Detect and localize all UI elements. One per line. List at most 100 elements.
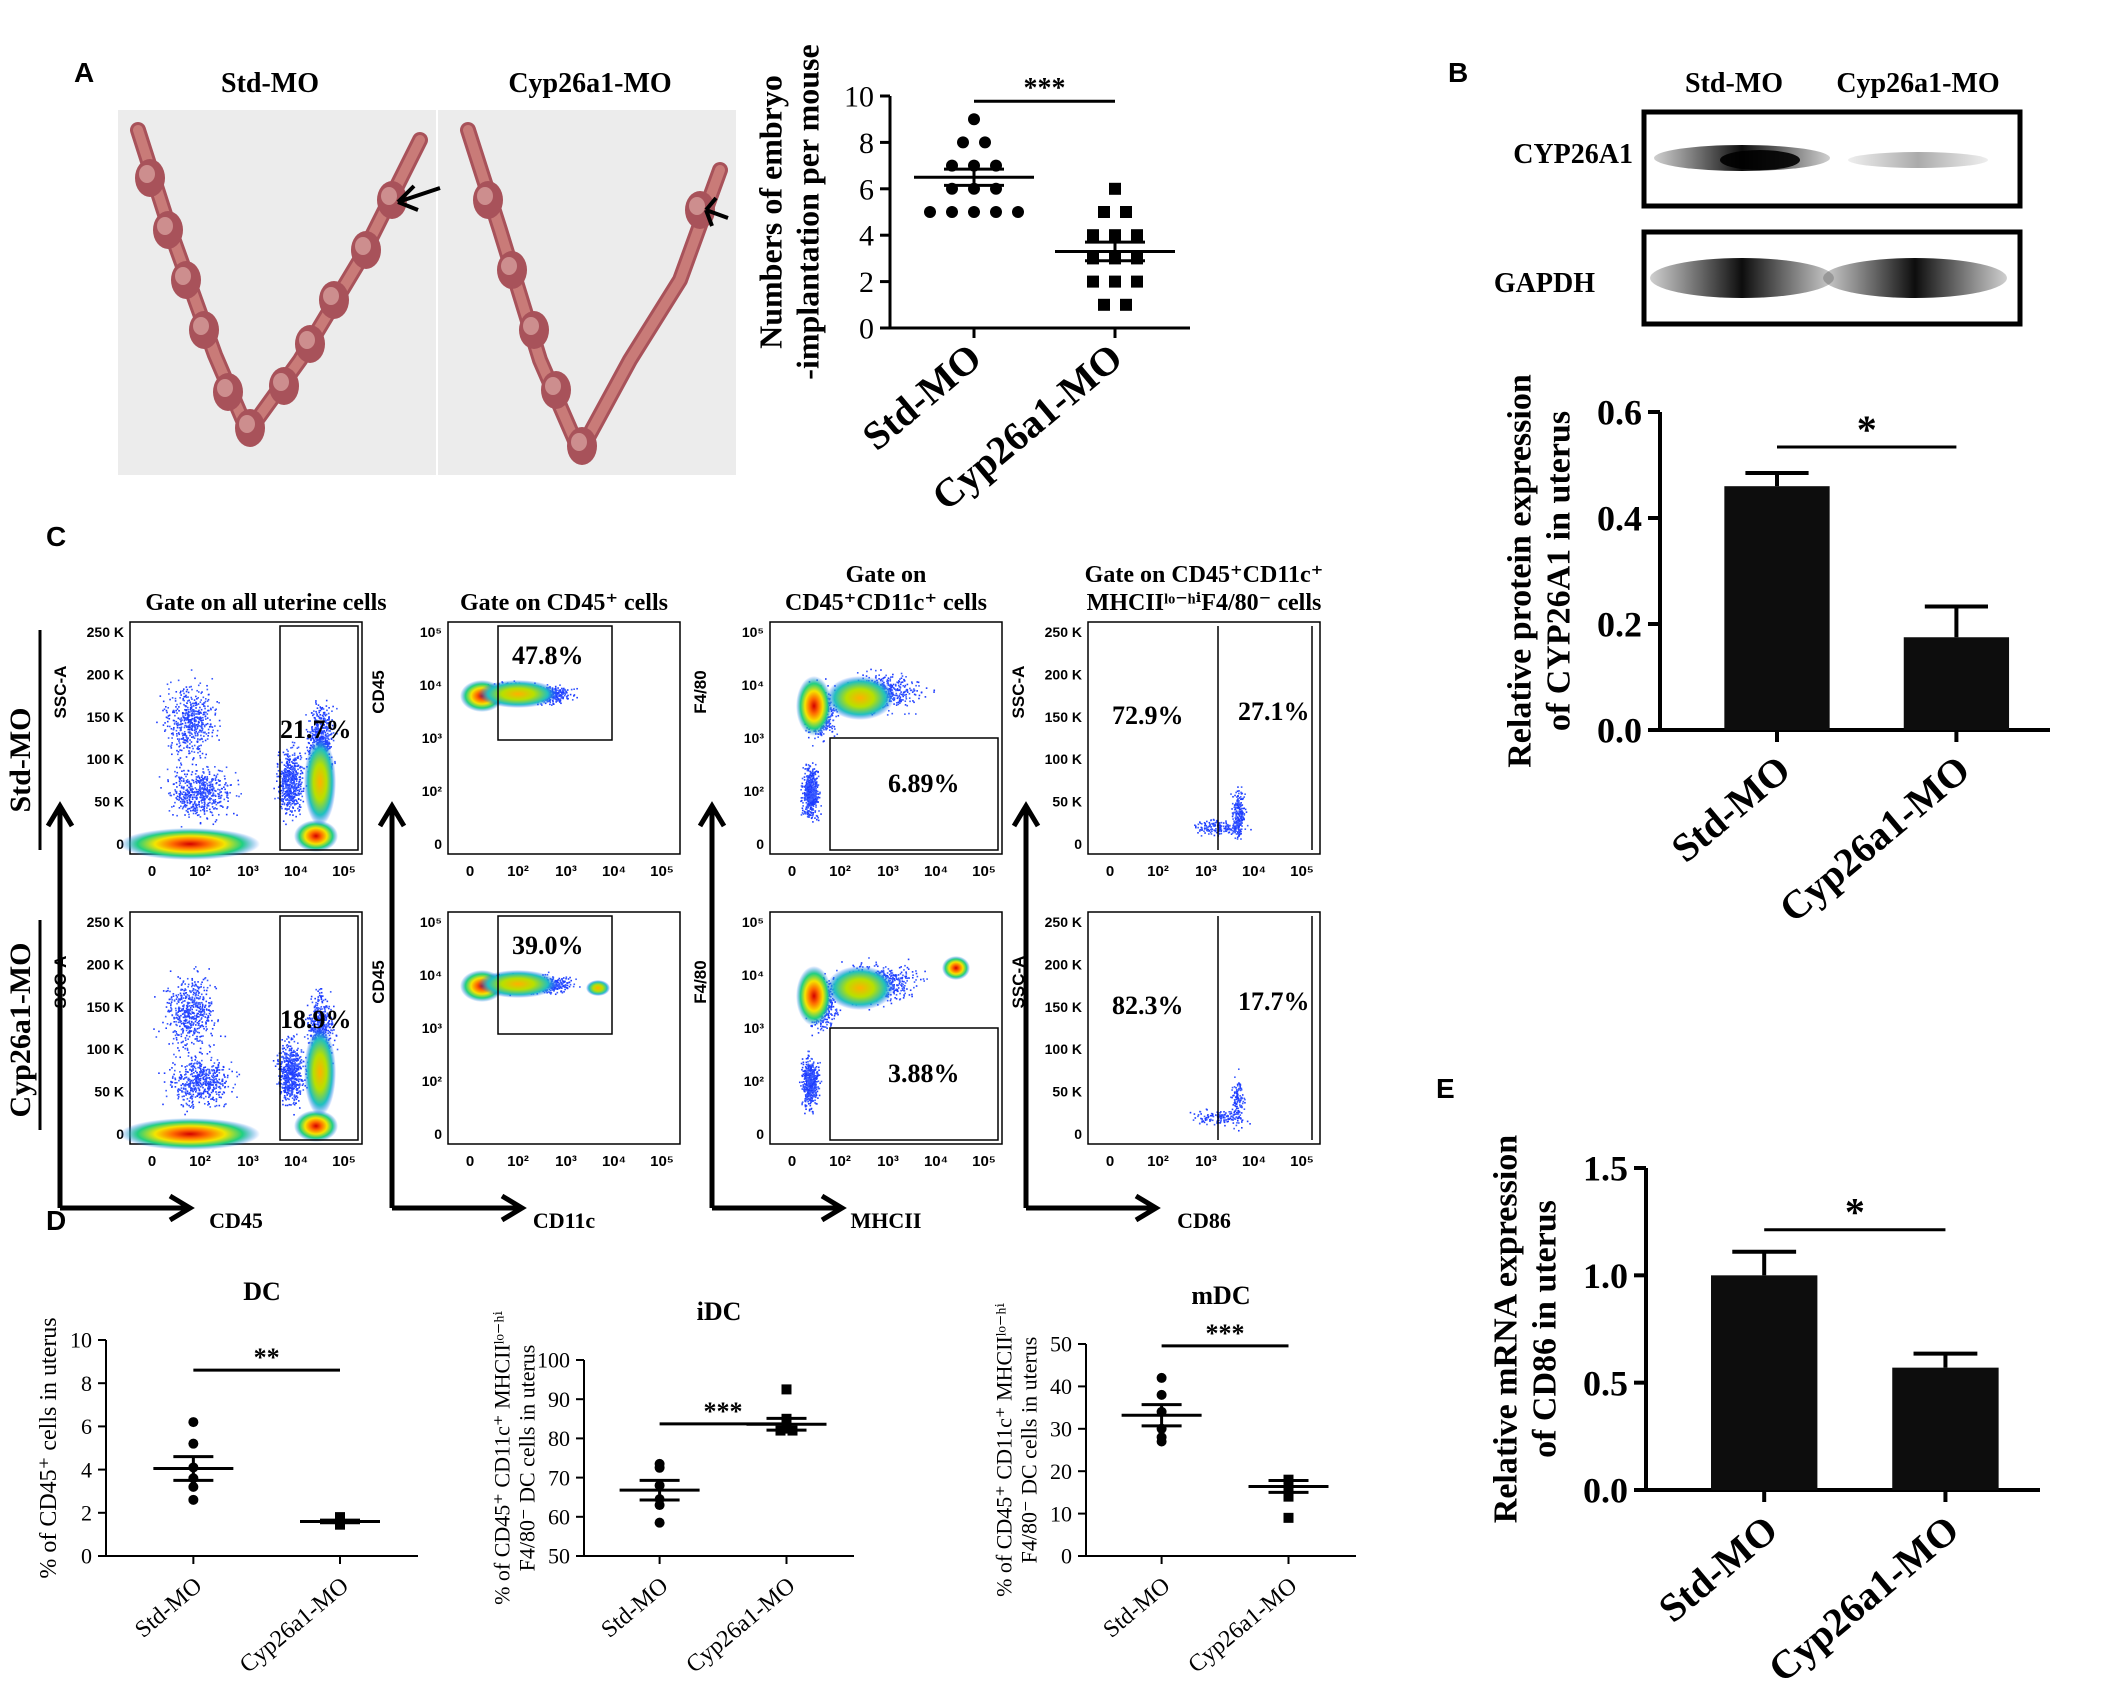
event-dot [195, 1084, 198, 1087]
event-dot [315, 738, 318, 740]
event-dot [321, 1011, 323, 1014]
event-dot [289, 764, 291, 767]
event-dot [287, 772, 290, 774]
event-dot [310, 998, 312, 1000]
event-dot [214, 801, 217, 803]
event-dot [193, 1031, 196, 1034]
event-dot [183, 719, 186, 722]
event-dot [289, 784, 291, 786]
event-dot [203, 1008, 206, 1011]
event-dot [189, 1022, 191, 1025]
event-dot [191, 1011, 193, 1013]
event-dot [194, 1075, 196, 1077]
event-dot [201, 691, 203, 693]
event-dot [165, 716, 168, 719]
event-dot [299, 1107, 301, 1109]
event-dot [182, 715, 184, 717]
event-dot [202, 784, 205, 786]
event-dot [205, 1078, 207, 1080]
event-dot [337, 729, 340, 731]
event-dot [291, 1038, 294, 1040]
event-dot [175, 1032, 178, 1035]
event-dot [288, 789, 291, 791]
western-blot: Std-MO Cyp26a1-MO CYP26A1 GAPDH [1494, 68, 2023, 327]
event-dot [195, 1079, 198, 1082]
event-dot [289, 787, 291, 789]
event-dot [176, 798, 178, 801]
event-dot [186, 791, 189, 793]
event-dot [162, 990, 165, 992]
event-dot [198, 721, 200, 724]
event-dot [294, 757, 297, 760]
event-dot [203, 786, 206, 789]
event-dot [316, 707, 319, 709]
event-dot [179, 998, 182, 1000]
event-dot [219, 770, 221, 772]
density-hotspot [294, 1110, 338, 1142]
event-dot [166, 768, 169, 771]
event-dot [185, 1068, 187, 1071]
event-dot [291, 1061, 293, 1064]
event-dot [280, 1056, 283, 1058]
event-dot [219, 1096, 222, 1099]
event-dot [292, 1069, 295, 1071]
event-dot [197, 1093, 200, 1096]
event-dot [294, 1083, 297, 1085]
event-dot [222, 806, 224, 808]
event-dot [294, 1081, 297, 1084]
event-dot [188, 1078, 191, 1081]
flow-y-tick: 0 [434, 836, 442, 852]
event-dot [183, 1011, 186, 1013]
event-dot [180, 719, 183, 721]
event-dot [329, 721, 332, 724]
event-dot [188, 1035, 191, 1038]
event-dot [186, 797, 188, 800]
event-dot [226, 807, 228, 810]
event-dot [190, 685, 192, 688]
event-dot [172, 734, 175, 736]
event-dot [202, 1072, 204, 1075]
event-dot [202, 978, 205, 981]
event-dot [179, 1056, 182, 1059]
event-dot [203, 810, 206, 813]
event-dot [165, 709, 168, 712]
event-dot [187, 706, 189, 709]
event-dot [202, 779, 204, 781]
event-dot [319, 1024, 321, 1026]
event-dot [195, 710, 198, 713]
event-dot [185, 991, 188, 994]
event-dot [177, 732, 180, 734]
event-dot [214, 794, 216, 797]
event-dot [195, 1019, 198, 1021]
event-dot [196, 689, 198, 692]
event-dot [172, 993, 175, 995]
event-dot [576, 696, 578, 699]
event-dot [217, 1086, 220, 1088]
event-dot [185, 1025, 188, 1027]
event-dot [187, 997, 190, 1000]
event-dot [203, 781, 205, 784]
event-dot [282, 1067, 285, 1069]
event-dot [311, 735, 314, 737]
event-dot [290, 772, 292, 775]
event-dot [562, 688, 564, 691]
event-dot [289, 1056, 292, 1059]
event-dot [285, 1044, 288, 1047]
event-dot [327, 1021, 329, 1024]
event-dot [184, 1091, 187, 1093]
event-dot [323, 730, 325, 733]
event-dot [280, 1063, 282, 1066]
event-dot [183, 791, 185, 793]
event-dot [326, 726, 328, 729]
event-dot [182, 697, 185, 700]
event-dot [181, 722, 184, 725]
event-dot [318, 1013, 321, 1016]
event-dot [569, 693, 572, 696]
event-dot [194, 1078, 196, 1081]
event-dot [207, 1084, 210, 1087]
event-dot [313, 1023, 316, 1025]
event-dot [177, 1007, 180, 1010]
event-dot [307, 734, 309, 737]
event-dot [291, 797, 294, 799]
